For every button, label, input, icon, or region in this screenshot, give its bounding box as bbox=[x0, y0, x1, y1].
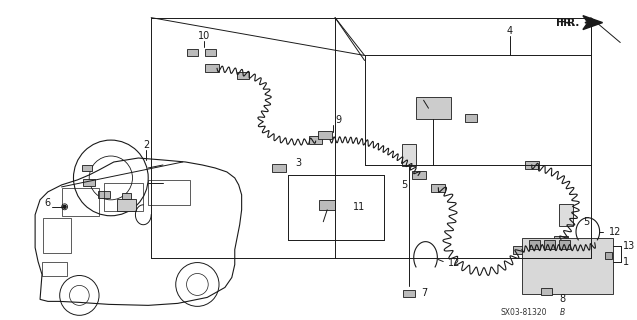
Text: FR.: FR. bbox=[559, 18, 579, 28]
Bar bbox=[525, 161, 539, 169]
Text: 10: 10 bbox=[198, 30, 210, 41]
Bar bbox=[513, 246, 527, 253]
Text: 6: 6 bbox=[45, 198, 51, 208]
Bar bbox=[559, 204, 573, 226]
Bar bbox=[83, 180, 95, 186]
Bar bbox=[204, 49, 215, 56]
Polygon shape bbox=[583, 16, 603, 29]
Bar bbox=[43, 218, 71, 252]
Bar bbox=[272, 164, 286, 172]
Bar bbox=[82, 165, 92, 171]
Bar bbox=[541, 288, 552, 295]
Bar bbox=[117, 199, 136, 211]
Bar bbox=[589, 241, 603, 249]
Bar bbox=[205, 64, 219, 72]
Bar bbox=[412, 171, 426, 179]
Bar bbox=[559, 240, 569, 249]
Bar bbox=[319, 200, 335, 210]
Circle shape bbox=[63, 205, 66, 208]
Text: B: B bbox=[559, 308, 564, 317]
Bar bbox=[431, 184, 445, 192]
Bar bbox=[318, 131, 332, 139]
Bar bbox=[605, 252, 612, 259]
Text: 4: 4 bbox=[507, 26, 513, 36]
Text: 9: 9 bbox=[335, 115, 341, 125]
Bar bbox=[98, 191, 110, 198]
Bar bbox=[465, 114, 476, 122]
Bar bbox=[522, 238, 613, 294]
Bar bbox=[104, 183, 143, 211]
Bar bbox=[416, 97, 450, 119]
Text: 2: 2 bbox=[143, 140, 149, 150]
Bar bbox=[529, 240, 540, 249]
Bar bbox=[187, 49, 198, 56]
Text: 13: 13 bbox=[623, 241, 636, 251]
Bar bbox=[544, 240, 555, 249]
Text: 7: 7 bbox=[422, 288, 428, 299]
Text: 3: 3 bbox=[296, 158, 302, 168]
Bar bbox=[402, 144, 416, 166]
Text: SX03-81320: SX03-81320 bbox=[500, 308, 547, 317]
Text: 5: 5 bbox=[583, 217, 589, 227]
Text: 5: 5 bbox=[401, 180, 407, 190]
Text: 12: 12 bbox=[608, 227, 621, 237]
Text: FR.: FR. bbox=[555, 18, 575, 28]
Text: 8: 8 bbox=[559, 294, 566, 304]
Text: 12: 12 bbox=[448, 258, 461, 268]
Bar bbox=[403, 290, 415, 297]
Bar bbox=[148, 180, 190, 205]
Bar bbox=[554, 236, 568, 244]
Bar bbox=[42, 261, 67, 276]
Bar bbox=[308, 136, 322, 144]
Bar bbox=[237, 72, 248, 79]
Text: 1: 1 bbox=[623, 257, 629, 267]
Bar bbox=[62, 188, 99, 216]
Bar bbox=[122, 193, 131, 199]
Text: 11: 11 bbox=[353, 202, 365, 212]
